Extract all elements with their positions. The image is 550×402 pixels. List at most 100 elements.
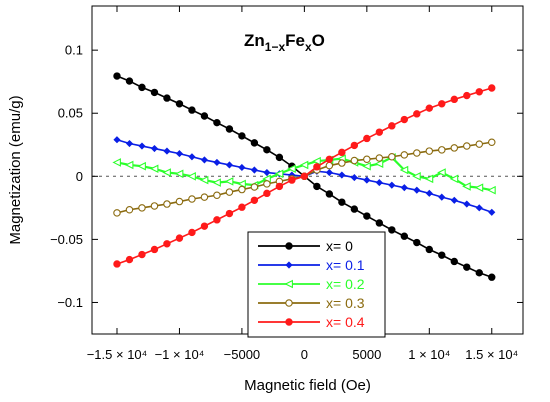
data-point xyxy=(350,205,359,213)
data-point xyxy=(413,110,421,118)
data-point xyxy=(188,195,196,203)
data-point xyxy=(412,172,421,181)
data-point xyxy=(463,142,471,150)
data-point xyxy=(487,185,496,195)
data-point xyxy=(212,178,221,187)
data-point xyxy=(124,160,134,170)
x-tick-label: 0 xyxy=(301,347,308,362)
title-part-sub2: x xyxy=(305,40,312,54)
data-point xyxy=(200,156,209,164)
legend-swatch-marker xyxy=(285,318,293,326)
title-part-mid: Fe xyxy=(285,31,305,50)
data-point xyxy=(250,183,259,191)
data-point xyxy=(475,140,484,148)
data-point xyxy=(149,164,159,174)
data-point xyxy=(350,141,359,150)
data-point xyxy=(363,212,371,220)
data-point xyxy=(375,179,383,187)
data-point xyxy=(438,251,446,259)
data-point xyxy=(263,146,271,154)
title-part-base: Zn xyxy=(244,31,265,50)
data-point xyxy=(399,165,409,175)
data-point xyxy=(188,153,196,161)
data-point xyxy=(163,94,171,102)
data-point xyxy=(125,205,134,214)
data-point xyxy=(450,257,458,266)
data-point xyxy=(175,100,184,108)
data-point xyxy=(138,204,146,212)
x-tick-label: 1.5 × 10⁴ xyxy=(465,347,518,362)
data-point xyxy=(238,163,246,172)
y-tick-label: −0.05 xyxy=(50,232,83,247)
data-point xyxy=(388,181,396,189)
data-point xyxy=(188,228,196,237)
data-point xyxy=(213,158,221,166)
data-point xyxy=(400,184,408,192)
data-point xyxy=(150,245,159,254)
data-point xyxy=(125,77,134,85)
data-point xyxy=(313,163,321,171)
data-point xyxy=(325,190,334,198)
data-point xyxy=(363,134,371,143)
data-point xyxy=(488,138,496,146)
data-point xyxy=(413,186,421,194)
data-point xyxy=(162,168,171,177)
chart-title: Zn1−xFexO xyxy=(244,31,325,54)
data-point xyxy=(150,88,159,97)
data-point xyxy=(238,185,246,194)
data-point xyxy=(350,156,359,165)
data-point xyxy=(375,154,384,162)
data-point xyxy=(438,193,446,201)
data-point xyxy=(250,166,258,174)
data-point xyxy=(225,161,233,169)
data-point xyxy=(112,158,121,167)
data-point xyxy=(288,176,296,184)
data-point xyxy=(388,226,396,234)
data-point xyxy=(113,136,121,144)
data-point xyxy=(213,191,221,199)
title-layer: Zn1−xFexO xyxy=(244,31,325,54)
data-point xyxy=(325,155,334,163)
x-tick-label: 5000 xyxy=(352,347,381,362)
data-point xyxy=(137,161,146,171)
data-point xyxy=(213,118,221,127)
data-point xyxy=(113,209,121,217)
legend-label: x= 0 xyxy=(326,238,353,254)
legend-swatch-marker xyxy=(284,279,293,289)
legend-label: x= 0.1 xyxy=(326,257,365,273)
data-point xyxy=(413,238,421,247)
data-point xyxy=(474,183,484,192)
data-point xyxy=(488,84,496,92)
data-point xyxy=(138,83,146,92)
legend-label: x= 0.3 xyxy=(326,295,365,311)
series-0 xyxy=(113,72,496,281)
data-point xyxy=(274,169,284,179)
data-point xyxy=(400,151,409,159)
data-point xyxy=(438,100,446,108)
data-point xyxy=(363,155,371,164)
data-point xyxy=(275,182,284,191)
data-point xyxy=(313,182,321,191)
data-point xyxy=(400,115,409,124)
plot-layer: −1.5 × 10⁴ −1 × 10⁴ −5000 0 5000 1 × 10⁴ 1.5 ×… xyxy=(7,5,524,394)
data-point xyxy=(475,88,483,96)
y-tick-label: −0.1 xyxy=(57,295,83,310)
data-point xyxy=(163,147,171,155)
x-tick-label: −1 × 10⁴ xyxy=(155,347,205,362)
data-point xyxy=(437,168,446,177)
data-point xyxy=(488,208,496,216)
data-point xyxy=(463,200,471,208)
data-point xyxy=(475,269,483,277)
data-point xyxy=(225,188,234,196)
data-point xyxy=(338,148,346,157)
data-point xyxy=(325,168,333,177)
data-point xyxy=(263,189,271,198)
data-point xyxy=(150,202,159,210)
data-point xyxy=(187,172,196,181)
data-point xyxy=(150,144,159,153)
title-part-end: O xyxy=(312,31,325,50)
data-point xyxy=(450,196,458,204)
data-point xyxy=(450,95,458,104)
